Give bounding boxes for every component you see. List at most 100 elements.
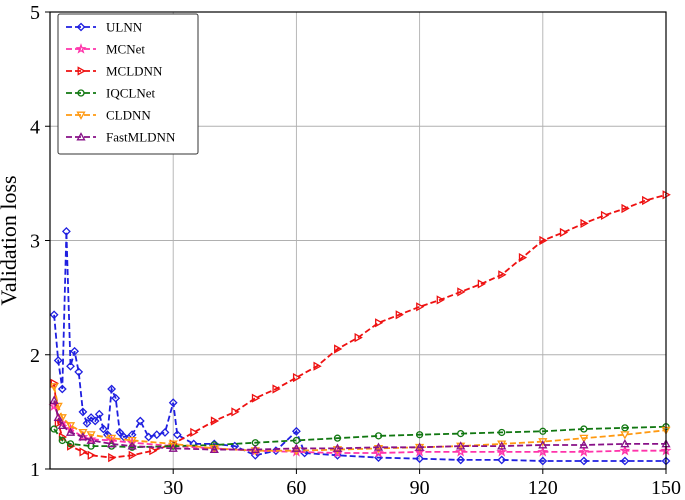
data-point	[94, 409, 104, 419]
data-point	[152, 430, 162, 440]
data-point	[160, 427, 170, 437]
data-point	[580, 218, 589, 229]
data-point	[231, 407, 240, 417]
y-tick-label: 4	[30, 116, 40, 138]
data-point	[90, 416, 100, 426]
data-point	[74, 367, 84, 377]
data-point	[58, 436, 66, 445]
data-point	[538, 440, 548, 449]
data-point	[65, 422, 76, 431]
series-line	[53, 231, 666, 462]
data-point	[354, 332, 363, 343]
data-point	[373, 447, 385, 458]
data-point	[108, 452, 117, 463]
data-point	[619, 445, 631, 456]
data-point	[168, 398, 178, 408]
data-point	[250, 447, 260, 456]
data-point	[642, 195, 651, 206]
data-point	[621, 203, 630, 214]
data-point	[128, 450, 137, 460]
data-point	[457, 429, 465, 438]
series-line	[53, 193, 667, 459]
legend-label-cldnn: CLDNN	[106, 108, 151, 123]
data-point	[49, 395, 59, 404]
data-point	[78, 428, 88, 438]
data-point	[78, 407, 88, 417]
x-tick-label: 150	[651, 477, 681, 499]
data-point	[291, 443, 302, 452]
data-point	[414, 442, 425, 451]
series-line	[53, 400, 666, 451]
data-point	[127, 441, 137, 450]
data-point	[559, 227, 569, 238]
data-point	[209, 444, 219, 454]
data-point	[106, 434, 117, 444]
data-point	[76, 22, 86, 32]
data-point	[149, 446, 158, 456]
data-point	[373, 442, 384, 451]
data-point	[621, 424, 629, 432]
legend-label-iqclnet: IQCLNet	[106, 86, 155, 101]
data-point	[61, 226, 71, 236]
data-point	[375, 318, 384, 328]
data-point	[620, 431, 630, 440]
data-point	[292, 436, 301, 445]
data-point	[538, 456, 548, 466]
series-mcldnn	[50, 190, 671, 463]
series-line	[53, 425, 667, 449]
data-point	[87, 450, 96, 460]
data-point	[190, 427, 199, 438]
data-point	[374, 432, 383, 440]
data-point	[76, 111, 86, 120]
data-point	[416, 302, 425, 312]
data-point	[65, 427, 76, 436]
y-tick-label: 2	[30, 345, 40, 367]
data-point	[579, 456, 589, 466]
data-point	[333, 434, 342, 442]
data-point	[86, 435, 96, 444]
data-point	[292, 372, 302, 383]
data-point	[455, 446, 467, 457]
data-point	[580, 425, 588, 433]
data-point	[373, 444, 384, 454]
data-point	[497, 440, 507, 449]
data-point	[66, 361, 75, 371]
data-point	[579, 434, 589, 444]
data-point	[75, 43, 87, 54]
data-point	[456, 441, 466, 450]
x-tick-label: 30	[163, 477, 183, 499]
data-point	[77, 89, 85, 97]
data-point	[620, 439, 630, 448]
data-point	[119, 432, 129, 442]
data-point	[620, 456, 630, 466]
series-layer	[48, 190, 672, 466]
data-point	[172, 430, 182, 440]
data-point	[456, 455, 466, 465]
data-point	[334, 344, 343, 354]
data-point	[49, 383, 59, 392]
data-point	[57, 384, 67, 394]
y-axis-label: Validation loss	[0, 175, 21, 305]
data-point	[53, 356, 63, 365]
data-point	[144, 432, 154, 442]
axis-ticks: 30 60 90 120 150 1 2 3 4 5	[30, 2, 681, 499]
data-point	[497, 441, 507, 450]
data-point	[539, 235, 548, 246]
data-point	[49, 310, 59, 320]
data-point	[498, 270, 507, 280]
data-point	[600, 210, 610, 221]
data-point	[66, 440, 75, 448]
y-tick-label: 3	[30, 231, 40, 253]
y-tick-label: 1	[30, 459, 40, 481]
data-point	[115, 427, 125, 437]
data-point	[498, 428, 506, 437]
data-point	[415, 431, 424, 439]
series-line	[53, 386, 667, 452]
x-tick-label: 120	[528, 477, 558, 499]
data-point	[82, 418, 92, 428]
y-tick-label: 5	[30, 2, 40, 24]
data-point	[313, 361, 322, 371]
data-point	[251, 393, 261, 403]
data-point	[538, 438, 548, 447]
